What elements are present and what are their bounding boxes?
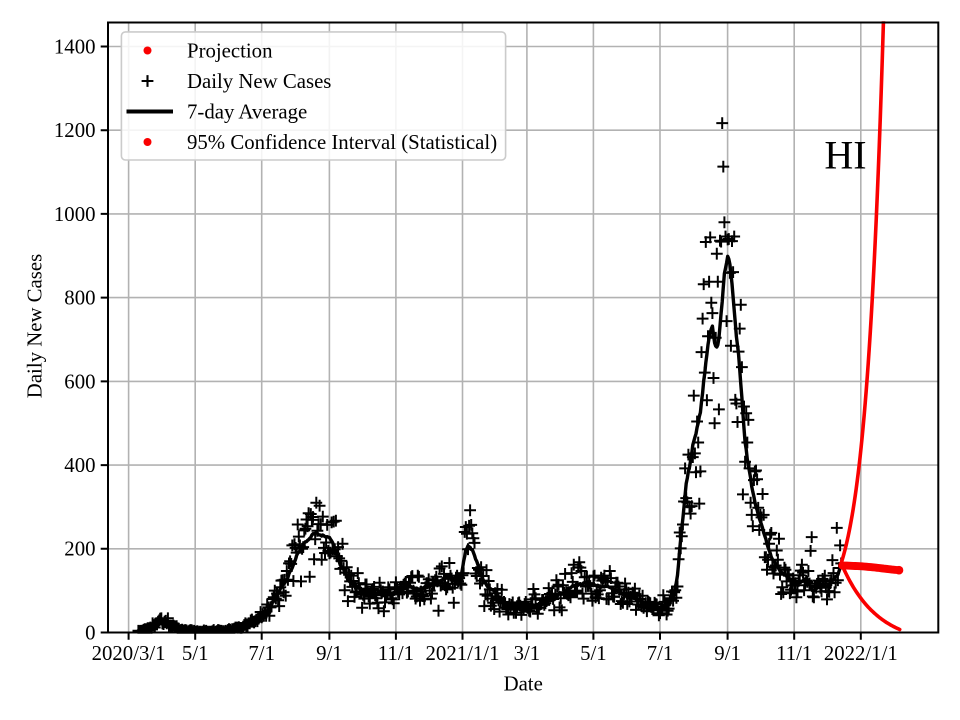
svg-text:400: 400 [64,454,95,477]
svg-text:9/1: 9/1 [714,642,741,665]
svg-text:600: 600 [64,370,95,393]
svg-text:3/1: 3/1 [514,642,541,665]
svg-text:Projection: Projection [187,40,273,63]
svg-text:Daily New Cases: Daily New Cases [24,254,47,398]
svg-text:2022/1/1: 2022/1/1 [824,642,898,665]
svg-text:800: 800 [64,287,95,310]
svg-text:Date: Date [504,673,543,696]
svg-text:9/1: 9/1 [316,642,343,665]
svg-text:7/1: 7/1 [647,642,674,665]
svg-text:HI: HI [824,133,866,178]
svg-text:7-day Average: 7-day Average [187,101,307,124]
svg-text:5/1: 5/1 [580,642,607,665]
svg-text:1000: 1000 [54,203,96,226]
svg-text:2021/1/1: 2021/1/1 [426,642,500,665]
svg-text:7/1: 7/1 [248,642,275,665]
svg-text:2020/3/1: 2020/3/1 [92,642,166,665]
svg-text:200: 200 [64,538,95,561]
svg-text:95% Confidence Interval (Stati: 95% Confidence Interval (Statistical) [187,131,497,154]
svg-text:11/1: 11/1 [378,642,414,665]
svg-text:Daily New Cases: Daily New Cases [187,70,331,93]
svg-text:11/1: 11/1 [776,642,812,665]
svg-text:1400: 1400 [54,35,96,58]
svg-text:1200: 1200 [54,119,96,142]
svg-text:5/1: 5/1 [182,642,209,665]
svg-text:0: 0 [85,621,95,644]
